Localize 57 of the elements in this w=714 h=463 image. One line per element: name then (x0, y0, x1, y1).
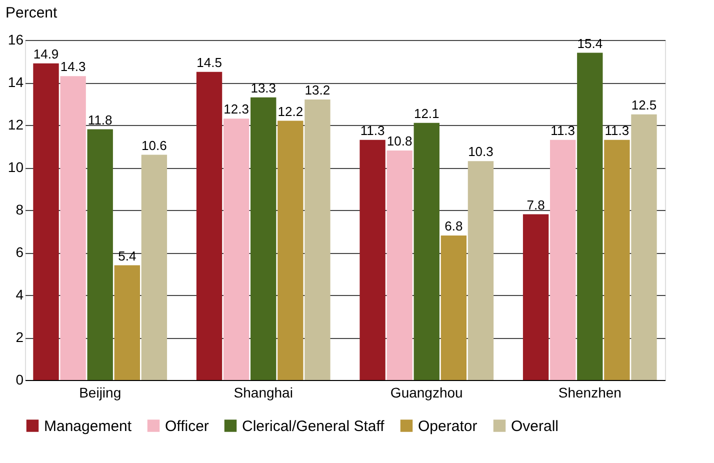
bar (522, 214, 549, 380)
data-label: 13.3 (250, 80, 276, 96)
y-tick-label: 0 (16, 372, 24, 388)
data-label: 7.8 (526, 197, 545, 212)
data-label: 12.1 (414, 106, 440, 121)
data-label: 6.8 (444, 218, 463, 234)
x-tick-label: Shenzhen (558, 384, 622, 400)
data-label: 14.3 (60, 59, 86, 74)
bar (60, 76, 86, 380)
bar (360, 140, 386, 380)
data-label: 10.8 (386, 134, 412, 148)
data-label: 10.6 (142, 138, 167, 153)
bar (440, 236, 467, 380)
legend-label: Operator (418, 418, 478, 435)
bar (196, 72, 222, 380)
y-tick-label: 6 (16, 244, 24, 260)
bar (223, 118, 250, 380)
bar (604, 140, 630, 380)
legend-label: Overall (511, 418, 559, 435)
bar (577, 52, 603, 380)
data-label: 11.3 (550, 122, 576, 138)
bar (141, 154, 168, 380)
data-label: 11.8 (88, 112, 112, 128)
x-tick-label: Shanghai (234, 384, 293, 400)
data-label: 12.2 (278, 104, 304, 119)
data-label: 14.9 (33, 46, 59, 62)
data-label: 12.5 (631, 97, 657, 112)
bar (414, 122, 440, 380)
data-label: 14.5 (196, 54, 222, 70)
bar (550, 140, 576, 380)
data-label: 13.2 (304, 82, 330, 98)
x-tick-label: Beijing (79, 384, 122, 400)
bar (386, 150, 412, 380)
y-tick-label: 16 (8, 32, 24, 48)
y-tick-label: 14 (8, 74, 24, 90)
y-tick-label: 10 (8, 159, 24, 175)
bar (87, 129, 113, 380)
legend-label: Clerical/General Staff (242, 418, 386, 435)
bar (468, 161, 494, 380)
y-axis-title: Percent (6, 4, 58, 22)
legend-label: Management (44, 418, 132, 435)
bar (304, 100, 330, 380)
data-label: 11.3 (360, 122, 385, 138)
bar (33, 63, 59, 380)
y-tick-label: 2 (16, 329, 24, 345)
y-tick-label: 4 (16, 286, 24, 302)
legend-label: Officer (165, 418, 209, 435)
y-tick-label: 8 (16, 202, 24, 218)
bar (250, 97, 276, 380)
bar (278, 120, 304, 380)
bar (114, 265, 140, 380)
data-label: 12.3 (224, 102, 249, 117)
data-label: 11.3 (604, 122, 630, 138)
data-label: 10.3 (468, 144, 494, 160)
y-tick-label: 12 (8, 116, 24, 132)
x-tick-label: Guangzhou (390, 384, 463, 400)
bar (631, 114, 657, 380)
